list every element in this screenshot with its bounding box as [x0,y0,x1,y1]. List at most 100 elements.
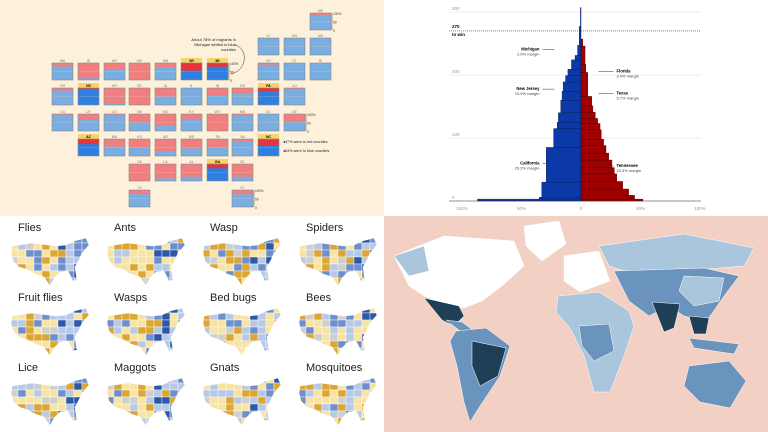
state-region [17,403,27,412]
state-region [153,263,163,272]
state-region [65,284,75,286]
state-region [169,354,179,356]
tile-border [206,138,229,157]
state-region [57,382,67,391]
state-region [299,417,307,426]
state-region [49,284,59,286]
state-region [345,424,355,426]
red-share [78,88,99,89]
state-region [257,242,267,251]
x-tick-label: 50% [517,206,526,211]
dem-state-bar [561,91,582,101]
state-region [137,242,147,251]
state-region [313,242,323,251]
state-region [313,347,323,356]
state-region [57,308,67,314]
state-region [25,308,35,314]
state-region [49,238,59,244]
state-region [233,284,243,286]
tile-border [51,113,74,132]
state-region [313,249,323,258]
state-region [161,256,171,265]
state-region [203,347,211,356]
map-title: Gnats [210,362,240,374]
state-region [305,389,315,398]
state-region [257,308,267,314]
state-region [361,396,371,405]
us-map-flies [10,237,90,287]
state-region [169,410,179,419]
state-region [145,354,155,356]
scale-tick: 50 [255,198,259,202]
state-region [177,389,185,398]
state-region [11,396,19,405]
state-region [49,340,59,349]
state-region [217,389,227,398]
state-region [369,417,377,426]
state-region [177,284,185,286]
state-region [361,340,371,349]
state-region [49,396,59,405]
state-region [25,242,35,251]
bar-label-margin: 3.4% margin [616,73,638,78]
state-region [257,378,267,384]
state-region [353,284,363,286]
highlight-bar [181,58,202,63]
state-region [217,284,227,286]
state-region [217,308,227,314]
red-share [104,114,125,115]
state-region [161,382,171,391]
state-region [273,410,281,419]
dem-state-bar [579,26,582,46]
state-region [129,389,139,398]
state-region [313,308,323,314]
state-region [273,256,281,265]
rep-state-bar [580,129,602,140]
dem-state-bar [562,81,582,92]
state-region [73,326,83,335]
state-region [369,340,377,349]
dem-state-bar [565,75,582,83]
state-region [137,284,147,286]
state-region [329,238,339,244]
state-region [121,378,131,384]
state-region [107,238,115,244]
state-region [65,326,75,335]
map-title: Wasps [114,292,148,304]
red-share [104,139,125,147]
state-region [233,326,243,335]
state-region [153,389,163,398]
state-region [353,263,363,272]
state-tile-il: IL [180,84,203,106]
state-region [153,312,163,321]
state-region [345,277,355,286]
state-tile-mo: MO [154,110,177,132]
state-region [41,403,51,412]
red-share [52,88,73,91]
tile-border [180,163,203,182]
state-region [41,354,51,356]
state-region [299,308,307,314]
state-region [257,249,267,258]
state-region [81,417,89,426]
state-region [361,270,371,279]
x-tick-label: 100% [694,206,706,211]
state-region [41,284,51,286]
state-region [329,284,339,286]
state-region [145,333,155,342]
state-region [209,347,219,356]
state-region [369,410,377,419]
state-region [225,417,235,426]
state-region [369,333,377,342]
state-region [121,242,131,251]
tile-border [77,113,100,132]
state-region [107,242,115,251]
state-region [81,396,89,405]
world-map-panel [384,216,768,432]
state-label: GA [215,160,221,164]
rep-state-bar [580,152,609,161]
state-region [153,378,163,384]
state-region [161,389,171,398]
state-region [305,256,315,265]
tile-border [257,37,280,56]
